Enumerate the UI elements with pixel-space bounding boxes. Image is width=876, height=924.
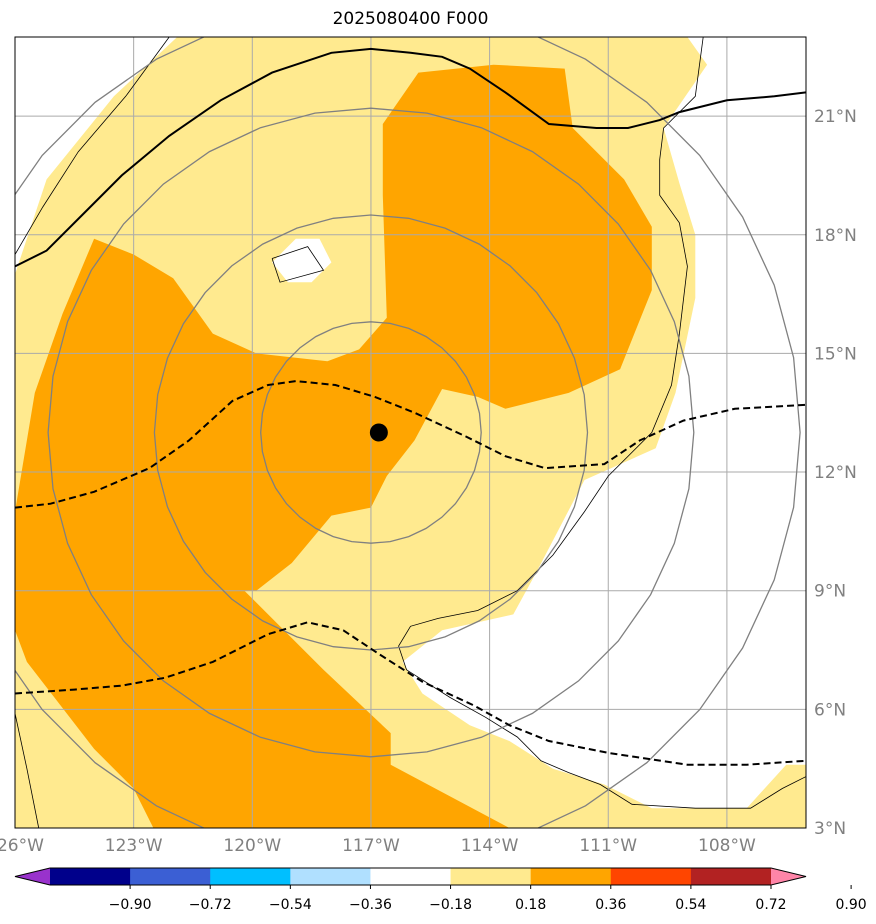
range-rings: [15, 37, 801, 828]
plot-frame: [14, 36, 807, 829]
y-tick-label-0: 3°N: [814, 819, 846, 839]
colorbar-extend-low: [15, 868, 50, 885]
x-tick-label-6: 108°W: [698, 836, 756, 856]
coastline-segment-2: [15, 713, 40, 828]
x-tick-label-4: 114°W: [461, 836, 519, 856]
range-ring-2: [47, 107, 695, 758]
x-tick-label-2: 120°W: [223, 836, 281, 856]
x-tick-label-3: 117°W: [342, 836, 400, 856]
colorbar-segment-7: [610, 868, 692, 885]
colorbar-segment-6: [530, 868, 612, 885]
colorbar-segment-3: [290, 868, 371, 885]
colorbar-tick-label-0: −0.90: [109, 897, 152, 913]
chart-title: 2025080400 F000: [332, 9, 489, 29]
colorbar-extend-high: [771, 868, 806, 885]
colorbar-tick-label-3: −0.36: [349, 897, 392, 913]
colorbar-segment-1: [130, 868, 211, 885]
colorbar-tick-label-9: 0.90: [836, 897, 867, 913]
coastline-segment-3: [271, 246, 325, 283]
solid-contour-line: [15, 47, 806, 268]
range-ring-0: [260, 321, 482, 544]
colorbar-tick-label-8: 0.72: [755, 897, 786, 913]
colorbar-tick-label-5: 0.18: [515, 897, 546, 913]
y-tick-label-3: 12°N: [814, 463, 857, 483]
coastline-segment-1: [398, 37, 806, 809]
colorbar-tick-label-6: 0.36: [595, 897, 626, 913]
coastline: [15, 37, 806, 828]
colorbar-tick-label-2: −0.54: [269, 897, 312, 913]
y-tick-label-6: 21°N: [814, 107, 857, 127]
colorbar-segment-0: [50, 868, 131, 885]
colorbar-outline: [14, 867, 807, 886]
y-tick-labels: 3°N 6°N 9°N 12°N 15°N 18°N 21°N: [814, 107, 857, 839]
range-ring-1: [153, 214, 589, 651]
fill-region-1: [15, 64, 652, 828]
x-tick-label-1: 123°W: [105, 836, 163, 856]
colorbar-segment-8: [690, 868, 772, 885]
y-tick-label-1: 6°N: [814, 700, 846, 720]
colorbar-segment-5: [450, 868, 532, 885]
fill-region-2: [272, 238, 332, 283]
colorbar-segment-4: [370, 868, 452, 885]
dashed-contour-line-0: [15, 380, 806, 509]
storm-center-marker: [369, 423, 388, 442]
y-tick-label-4: 15°N: [814, 344, 857, 364]
contour-lines: [15, 47, 806, 766]
range-ring-3: [15, 37, 801, 828]
coastline-segment-0: [15, 37, 170, 255]
x-tick-label-5: 111°W: [579, 836, 637, 856]
x-tick-labels: 126°W 123°W 120°W 117°W 114°W 111°W 108°W: [0, 836, 756, 856]
colorbar-tick-label-4: −0.18: [429, 897, 472, 913]
storm-center: [369, 423, 388, 442]
colorbar-tick-label-1: −0.72: [189, 897, 232, 913]
y-tick-label-5: 18°N: [814, 226, 857, 246]
x-tick-label-0: 126°W: [0, 836, 44, 856]
colorbar-segment-2: [210, 868, 291, 885]
colorbar: −0.90 −0.72 −0.54 −0.36 −0.18 0.18 0.36 0.54 0.7…: [14, 867, 867, 913]
dashed-contour-line-1: [15, 621, 806, 766]
y-tick-label-2: 9°N: [814, 582, 846, 602]
colorbar-tick-label-7: 0.54: [675, 897, 706, 913]
